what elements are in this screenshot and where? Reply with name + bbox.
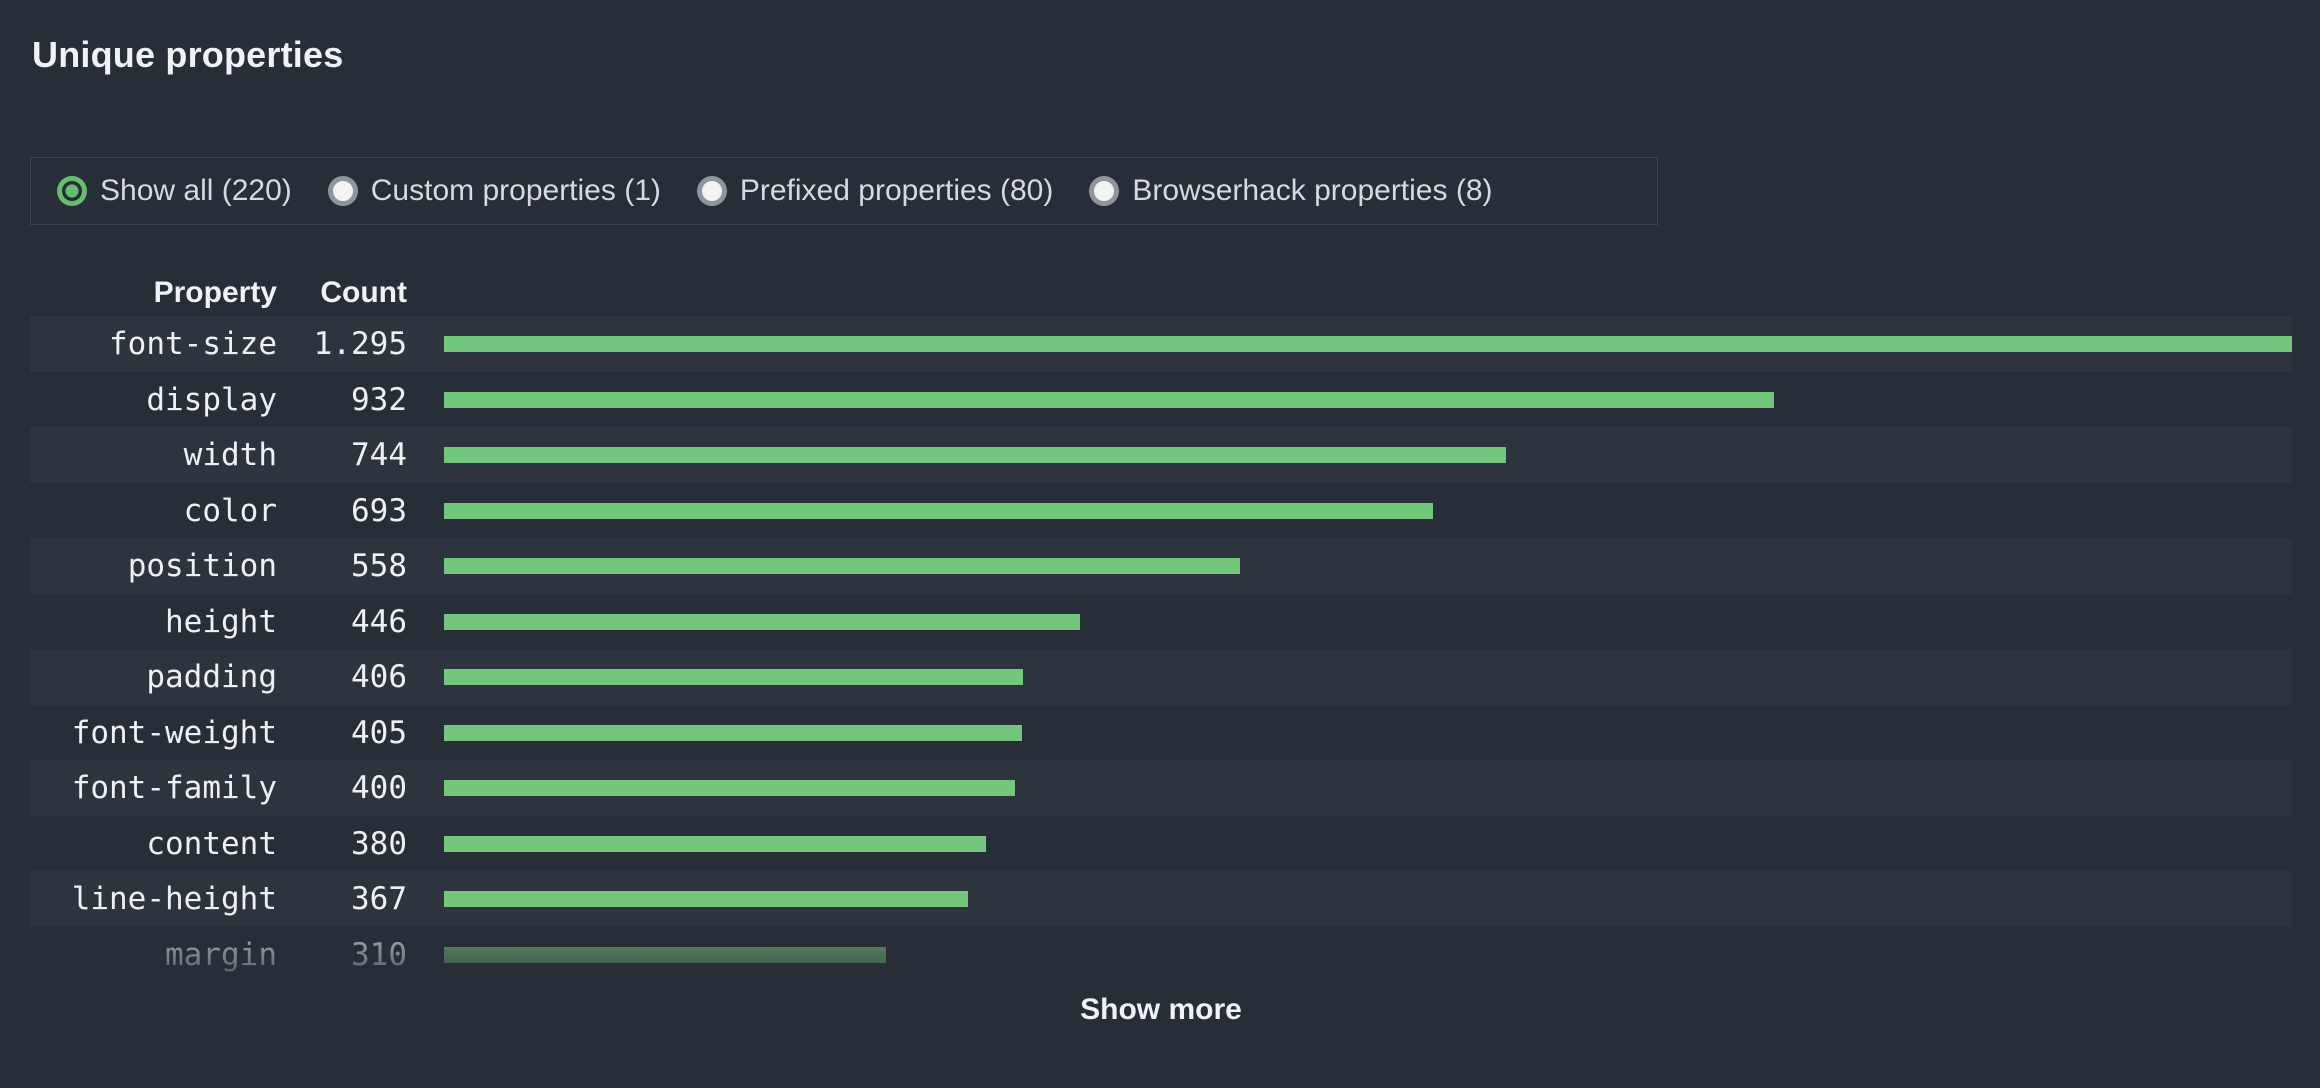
bar-cell: [407, 502, 2292, 519]
table-row: content 380: [30, 816, 2292, 872]
table-row: display 932: [30, 372, 2292, 428]
radio-unchecked-icon[interactable]: [327, 176, 358, 207]
count-bar: [444, 447, 1506, 464]
show-more-button[interactable]: Show more: [1070, 987, 1252, 1033]
table-row: font-family 400: [30, 760, 2292, 816]
filter-option-label: Custom properties (1): [370, 174, 661, 208]
property-name: font-size: [109, 326, 277, 363]
property-count: 405: [351, 714, 407, 751]
property-name: content: [146, 825, 277, 862]
bar-cell: [407, 946, 2292, 963]
property-name: color: [183, 492, 277, 529]
page-title: Unique properties: [32, 34, 344, 75]
count-bar: [444, 502, 1433, 519]
radio-checked-icon[interactable]: [57, 176, 87, 207]
property-count: 932: [351, 381, 407, 418]
property-count: 310: [351, 936, 407, 973]
table-row: margin 310: [30, 927, 2292, 983]
property-count: 406: [351, 659, 407, 696]
property-name: font-family: [71, 770, 277, 807]
filter-option-browserhack-properties-8[interactable]: Browserhack properties (8): [1089, 174, 1493, 208]
show-more-container: Show more: [30, 987, 2292, 1033]
table-row: color 693: [30, 483, 2292, 539]
property-name: position: [127, 548, 277, 585]
bar-cell: [407, 891, 2292, 908]
table-row: font-size 1.295: [30, 316, 2292, 372]
table-row: line-height 367: [30, 871, 2292, 927]
count-bar: [444, 669, 1024, 686]
bar-cell: [407, 613, 2292, 630]
count-bar: [444, 336, 2292, 353]
property-count: 693: [351, 492, 407, 529]
property-name: font-weight: [71, 714, 277, 751]
property-count: 400: [351, 770, 407, 807]
count-bar: [444, 891, 968, 908]
property-name: line-height: [71, 881, 277, 918]
property-count: 558: [351, 548, 407, 585]
filter-bar: Show all (220) Custom properties (1) Prefi…: [30, 157, 1658, 226]
table-header: Property Count: [30, 269, 2292, 316]
bar-cell: [407, 724, 2292, 741]
property-count: 744: [351, 437, 407, 474]
count-bar: [444, 724, 1022, 741]
property-count: 367: [351, 881, 407, 918]
count-bar: [444, 391, 1774, 408]
column-header-count: Count: [320, 275, 407, 309]
filter-option-label: Prefixed properties (80): [739, 174, 1054, 208]
property-count: 446: [351, 603, 407, 640]
filter-option-prefixed-properties-80[interactable]: Prefixed properties (80): [696, 174, 1054, 208]
bar-cell: [407, 447, 2292, 464]
property-name: height: [165, 603, 277, 640]
table-row: position 558: [30, 538, 2292, 594]
bar-cell: [407, 558, 2292, 575]
table-row: height 446: [30, 594, 2292, 650]
filter-option-label: Browserhack properties (8): [1132, 174, 1493, 208]
bar-cell: [407, 336, 2292, 353]
property-name: width: [183, 437, 277, 474]
bar-cell: [407, 835, 2292, 852]
count-bar: [444, 558, 1241, 575]
property-name: display: [146, 381, 277, 418]
property-count: 380: [351, 825, 407, 862]
bar-cell: [407, 780, 2292, 797]
radio-unchecked-icon[interactable]: [696, 176, 727, 207]
filter-option-custom-properties-1[interactable]: Custom properties (1): [327, 174, 661, 208]
filter-option-show-all-220[interactable]: Show all (220): [57, 174, 292, 208]
filter-option-label: Show all (220): [100, 174, 292, 208]
property-name: padding: [146, 659, 277, 696]
table-row: padding 406: [30, 649, 2292, 705]
property-name: margin: [165, 936, 277, 973]
count-bar: [444, 835, 987, 852]
properties-table: Property Count font-size 1.295 display 932 w…: [30, 269, 2292, 983]
count-bar: [444, 780, 1015, 797]
count-bar: [444, 613, 1081, 630]
property-count: 1.295: [313, 326, 407, 363]
column-header-property: Property: [153, 275, 277, 309]
radio-unchecked-icon[interactable]: [1089, 176, 1120, 207]
table-row: width 744: [30, 427, 2292, 483]
count-bar: [444, 946, 887, 963]
bar-cell: [407, 391, 2292, 408]
table-row: font-weight 405: [30, 705, 2292, 761]
table-body: font-size 1.295 display 932 width 744 color 693…: [30, 316, 2292, 983]
bar-cell: [407, 669, 2292, 686]
